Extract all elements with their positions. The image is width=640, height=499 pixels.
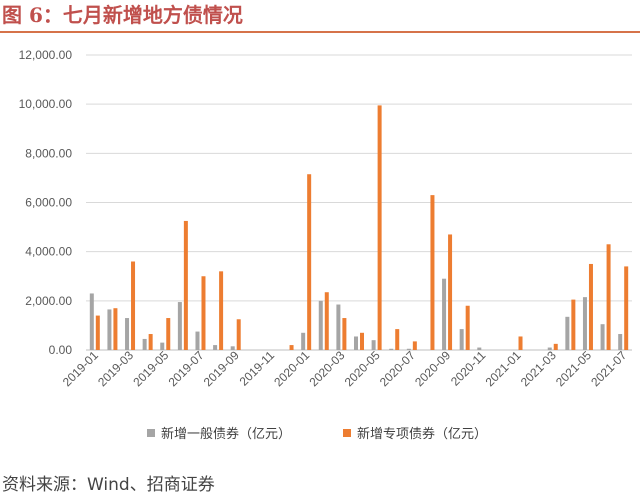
bar-special-bond <box>236 319 241 350</box>
y-tick-label: 2,000.00 <box>25 294 72 308</box>
legend-label-special: 新增专项债券（亿元） <box>357 426 487 442</box>
bar-general-bond <box>442 278 447 350</box>
bar-special-bond <box>624 266 629 350</box>
bar-special-bond <box>571 299 576 350</box>
y-tick-label: 10,000.00 <box>19 97 73 111</box>
bar-general-bond <box>477 347 482 350</box>
x-tick-label: 2021-01 <box>483 348 524 389</box>
x-tick-label: 2020-07 <box>377 348 418 389</box>
bar-special-bond <box>219 271 224 350</box>
bar-general-bond <box>89 293 94 350</box>
bar-general-bond <box>107 309 112 350</box>
legend-swatch-general <box>147 429 155 437</box>
x-tick-label: 2021-05 <box>553 348 594 389</box>
bar-general-bond <box>389 348 394 350</box>
x-tick-label: 2020-05 <box>342 348 383 389</box>
bar-special-bond <box>553 343 558 350</box>
x-tick-label: 2019-09 <box>201 348 242 389</box>
y-tick-label: 6,000.00 <box>25 196 72 210</box>
bar-special-bond <box>307 174 312 350</box>
bar-chart: 0.00 2,000.00 4,000.00 6,000.00 8,000.00 10,0… <box>19 48 632 442</box>
x-tick-label: 2020-11 <box>448 348 489 389</box>
source-note: 资料来源：Wind、招商证券 <box>2 475 215 495</box>
bar-special-bond <box>377 105 382 350</box>
bar-special-bond <box>465 305 470 350</box>
bar-general-bond <box>582 297 587 350</box>
bar-general-bond <box>565 316 570 350</box>
bar-special-bond <box>324 292 329 350</box>
bar-special-bond <box>395 329 400 350</box>
bar-special-bond <box>360 332 364 350</box>
figure-title: 图 6：七月新增地方债情况 <box>2 3 243 27</box>
bar-special-bond <box>588 263 593 350</box>
bar-special-bond <box>183 220 188 350</box>
bar-general-bond <box>618 334 623 350</box>
bar-special-bond <box>412 341 417 350</box>
bar-special-bond <box>518 336 523 350</box>
bar-general-bond <box>547 347 552 350</box>
y-tick-label: 8,000.00 <box>25 146 72 160</box>
bar-special-bond <box>448 234 453 350</box>
bar-special-bond <box>606 244 611 350</box>
bar-general-bond <box>406 348 411 350</box>
bar-special-bond <box>148 334 153 350</box>
x-tick-label: 2020-01 <box>271 348 312 389</box>
bar-special-bond <box>95 315 100 350</box>
y-tick-label: 4,000.00 <box>25 245 72 259</box>
x-tick-label: 2020-09 <box>412 348 453 389</box>
bar-general-bond <box>213 345 218 350</box>
bar-general-bond <box>600 324 605 350</box>
bar-special-bond <box>342 318 347 350</box>
x-tick-label: 2019-05 <box>130 348 171 389</box>
legend-swatch-special <box>343 429 351 437</box>
x-tick-label: 2019-03 <box>95 348 136 389</box>
x-tick-label: 2019-07 <box>166 348 207 389</box>
bar-general-bond <box>371 340 376 350</box>
bar-special-bond <box>131 261 136 350</box>
x-tick-label: 2021-03 <box>518 348 559 389</box>
bar-general-bond <box>177 302 182 350</box>
bar-general-bond <box>336 304 341 350</box>
bar-special-bond <box>201 276 206 350</box>
bar-general-bond <box>125 318 130 350</box>
bar-special-bond <box>289 345 294 350</box>
bar-general-bond <box>142 338 147 350</box>
bar-special-bond <box>166 318 171 350</box>
bar-general-bond <box>354 336 358 350</box>
bar-general-bond <box>318 300 323 350</box>
bar-general-bond <box>230 346 235 350</box>
y-tick-label: 0.00 <box>49 343 73 357</box>
legend-label-general: 新增一般债券（亿元） <box>161 426 291 442</box>
bar-special-bond <box>430 195 435 350</box>
x-tick-label: 2019-11 <box>237 348 278 389</box>
bar-general-bond <box>459 329 464 350</box>
bar-special-bond <box>113 308 118 350</box>
bar-general-bond <box>195 331 200 350</box>
title-divider <box>0 31 640 33</box>
bar-general-bond <box>160 342 165 350</box>
x-tick-label: 2021-07 <box>588 348 629 389</box>
x-tick-label: 2020-03 <box>306 348 347 389</box>
bar-general-bond <box>301 332 306 350</box>
y-tick-label: 12,000.00 <box>19 48 73 62</box>
